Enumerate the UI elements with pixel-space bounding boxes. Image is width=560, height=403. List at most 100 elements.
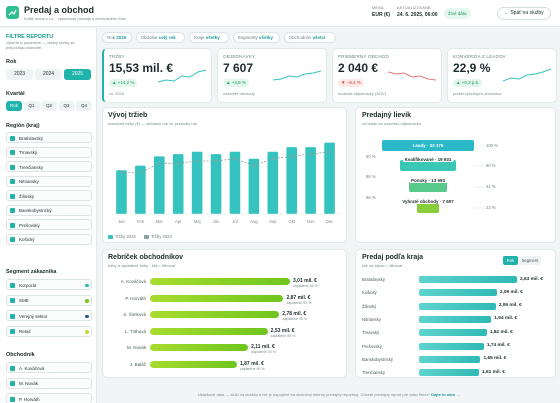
kpi-delta: ▼ −8,4 % xyxy=(338,79,364,87)
sparkline-line xyxy=(273,70,322,81)
region-name[interactable]: Košický xyxy=(362,290,377,296)
rep-bar[interactable] xyxy=(150,327,268,335)
filter-chip[interactable]: Segmenty všetky xyxy=(232,32,280,43)
comparison-point xyxy=(233,157,236,160)
checkbox[interactable] xyxy=(10,222,15,228)
updated-label: AKTUALIZOVANÉ xyxy=(397,6,431,10)
checkbox[interactable] xyxy=(10,282,15,288)
filter-item[interactable]: A. Kováčová xyxy=(6,362,92,373)
checkbox[interactable] xyxy=(10,208,15,213)
checkbox[interactable] xyxy=(10,365,15,371)
toggle-option[interactable]: Rok xyxy=(503,256,518,265)
rep-value: 1,87 mil. € xyxy=(239,360,264,367)
region-name[interactable]: Banskobystrický xyxy=(362,356,394,362)
filter-item[interactable]: SME xyxy=(6,294,92,306)
comparison-point xyxy=(252,164,255,167)
quarter-option[interactable]: Q1 xyxy=(23,101,40,111)
region-name[interactable]: Prešovský xyxy=(362,343,382,349)
checkbox[interactable] xyxy=(10,237,15,242)
funnel-stage-label: Ponuky · 13 593 xyxy=(408,178,448,183)
checkbox[interactable] xyxy=(10,313,15,319)
region-value: 2,63 mil. € xyxy=(520,276,543,282)
filter-item[interactable]: Trnavský xyxy=(6,146,92,158)
quarter-option[interactable]: Q3 xyxy=(58,101,75,111)
checkbox[interactable] xyxy=(10,179,15,184)
chip-value: všetci xyxy=(312,35,326,40)
rep-bar[interactable] xyxy=(150,344,249,351)
rep-name[interactable]: L. Tóthová xyxy=(124,328,146,334)
rep-name[interactable]: M. Novák xyxy=(126,345,146,350)
funnel-share: 100 % xyxy=(486,143,498,148)
chip-label: Kraje xyxy=(194,35,205,40)
checkbox[interactable] xyxy=(10,396,15,402)
rep-bar[interactable] xyxy=(150,278,290,285)
x-tick-label: Jún xyxy=(213,219,220,224)
rep-bar[interactable] xyxy=(150,311,280,318)
filter-chip[interactable]: Obchodníci všetci xyxy=(283,32,336,43)
filter-chip[interactable]: Rok 2025 xyxy=(102,32,132,43)
region-bar[interactable] xyxy=(419,276,517,283)
filter-item-label: Retail xyxy=(19,329,31,334)
quarter-option[interactable]: Q4 xyxy=(76,101,92,111)
region-bar[interactable] xyxy=(419,315,492,323)
segment-dot xyxy=(85,283,89,287)
rep-name[interactable]: A. Kováčová xyxy=(120,279,146,284)
comparison-point xyxy=(309,153,312,156)
region-bar[interactable] xyxy=(419,329,487,337)
rep-name[interactable]: S. Šimková xyxy=(123,312,146,317)
back-button[interactable]: ← Späť na služby xyxy=(497,7,551,20)
checkbox[interactable] xyxy=(10,298,15,303)
checkbox[interactable] xyxy=(10,150,15,155)
rep-name[interactable]: P. Horváth xyxy=(125,295,146,301)
updated: 24. 6. 2025, 06:00 xyxy=(397,12,438,18)
bar xyxy=(248,158,260,214)
checkbox[interactable] xyxy=(10,135,15,141)
year-option[interactable]: 2023 xyxy=(6,69,33,80)
region-name[interactable]: Trnavský xyxy=(362,330,380,336)
chip-label: Obdobie xyxy=(140,35,158,40)
filter-item[interactable]: Bratislavský xyxy=(6,132,92,143)
filter-item[interactable]: Banskobystrický xyxy=(6,204,92,216)
rep-bar[interactable] xyxy=(150,294,284,302)
checkbox[interactable] xyxy=(10,381,15,386)
bar xyxy=(135,165,146,214)
filter-item[interactable]: Trenčiansky xyxy=(6,161,92,172)
comparison-point xyxy=(328,150,331,153)
checkbox[interactable] xyxy=(10,193,15,199)
year-option[interactable]: 2024 xyxy=(35,69,62,80)
region-name[interactable]: Bratislavský xyxy=(362,277,385,282)
filter-item[interactable]: Žilinský xyxy=(6,190,92,201)
kpi-note: podiel vyhraných obchodov xyxy=(453,91,502,96)
filter-item[interactable]: P. Horváth xyxy=(6,393,92,403)
region-bar[interactable] xyxy=(419,342,484,350)
sidebar-title: FILTRE REPORTU xyxy=(6,34,54,40)
funnel-conversion: 68 % xyxy=(366,174,376,179)
filter-item[interactable]: Košický xyxy=(6,233,92,245)
year-option[interactable]: 2025 xyxy=(64,69,91,80)
filter-item[interactable]: M. Novák xyxy=(6,377,92,389)
region-bar[interactable] xyxy=(419,302,496,310)
region-bar[interactable] xyxy=(419,289,497,297)
region-name[interactable]: Nitriansky xyxy=(362,316,381,322)
region-bar[interactable] xyxy=(419,369,479,377)
filter-item[interactable]: Prešovský xyxy=(6,219,92,230)
filter-item[interactable]: Korporát xyxy=(6,279,92,290)
x-tick-label: Apr xyxy=(175,219,182,224)
checkbox[interactable] xyxy=(10,164,15,170)
footer-link[interactable]: Dajte to nám → xyxy=(431,392,461,397)
filter-chip[interactable]: Kraje všetky xyxy=(189,32,229,43)
card-title: Predaj podľa kraja xyxy=(362,254,424,261)
region-bar[interactable] xyxy=(419,355,481,363)
quarter-option[interactable]: Q2 xyxy=(41,101,57,111)
filter-item[interactable]: Nitriansky xyxy=(6,175,92,187)
filter-item[interactable]: Verejný sektor xyxy=(6,310,92,321)
region-name[interactable]: Žilinský xyxy=(362,303,377,309)
region-name[interactable]: Trenčiansky xyxy=(362,370,386,376)
rep-name[interactable]: J. Baláž xyxy=(129,361,146,367)
rep-bar[interactable] xyxy=(150,360,237,368)
checkbox[interactable] xyxy=(10,329,15,334)
filter-chip[interactable]: Obdobie celý rok xyxy=(135,32,185,43)
toggle-option[interactable]: Segment xyxy=(519,256,541,265)
filter-item[interactable]: Retail xyxy=(6,325,92,337)
quarter-option[interactable]: Rok xyxy=(6,101,22,111)
